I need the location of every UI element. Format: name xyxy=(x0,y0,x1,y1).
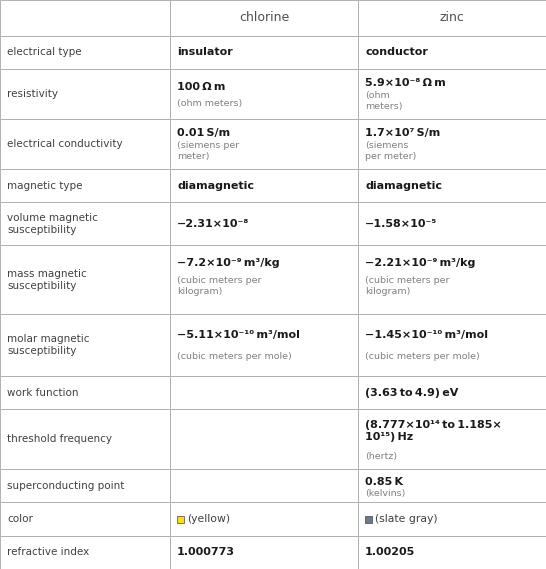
Bar xyxy=(358,376,546,410)
Text: (yellow): (yellow) xyxy=(187,514,230,524)
Text: −7.2×10⁻⁹ m³/kg: −7.2×10⁻⁹ m³/kg xyxy=(177,258,280,268)
Bar xyxy=(0,245,170,314)
Bar xyxy=(0,502,170,535)
Text: threshold frequency: threshold frequency xyxy=(7,434,112,444)
Text: (hertz): (hertz) xyxy=(365,452,397,461)
Bar xyxy=(170,119,358,169)
Text: 0.85 K: 0.85 K xyxy=(365,477,403,487)
Bar xyxy=(358,0,546,36)
Text: (kelvins): (kelvins) xyxy=(365,489,405,498)
Text: (siemens per
meter): (siemens per meter) xyxy=(177,142,239,161)
Text: zinc: zinc xyxy=(440,11,465,24)
Bar xyxy=(170,169,358,203)
Bar xyxy=(0,469,170,502)
Bar xyxy=(358,469,546,502)
Bar xyxy=(0,36,170,69)
Bar xyxy=(0,314,170,376)
Text: insulator: insulator xyxy=(177,47,233,57)
Text: resistivity: resistivity xyxy=(7,89,58,99)
Bar xyxy=(170,535,358,569)
Text: 0.01 S/m: 0.01 S/m xyxy=(177,128,230,138)
Text: volume magnetic
susceptibility: volume magnetic susceptibility xyxy=(7,213,98,234)
Bar xyxy=(0,535,170,569)
Bar xyxy=(358,119,546,169)
Bar xyxy=(358,410,546,469)
Text: electrical conductivity: electrical conductivity xyxy=(7,139,123,149)
Bar xyxy=(358,36,546,69)
Text: (slate gray): (slate gray) xyxy=(375,514,438,524)
Bar xyxy=(170,410,358,469)
Text: (cubic meters per
kilogram): (cubic meters per kilogram) xyxy=(177,276,262,295)
Bar xyxy=(170,203,358,245)
Text: 1.7×10⁷ S/m: 1.7×10⁷ S/m xyxy=(365,128,440,138)
Bar xyxy=(358,535,546,569)
Text: conductor: conductor xyxy=(365,47,428,57)
Text: 100 Ω m: 100 Ω m xyxy=(177,81,225,92)
Bar xyxy=(170,245,358,314)
Bar xyxy=(358,169,546,203)
Bar xyxy=(358,502,546,535)
Bar xyxy=(170,69,358,119)
Text: superconducting point: superconducting point xyxy=(7,481,124,490)
Text: (3.63 to 4.9) eV: (3.63 to 4.9) eV xyxy=(365,388,459,398)
Text: mass magnetic
susceptibility: mass magnetic susceptibility xyxy=(7,269,87,291)
Text: (siemens
per meter): (siemens per meter) xyxy=(365,142,417,161)
Text: (ohm
meters): (ohm meters) xyxy=(365,92,402,111)
Bar xyxy=(170,36,358,69)
Text: (ohm meters): (ohm meters) xyxy=(177,100,242,109)
Bar xyxy=(170,314,358,376)
Text: (cubic meters per mole): (cubic meters per mole) xyxy=(177,352,292,361)
Bar xyxy=(358,314,546,376)
Text: diamagnetic: diamagnetic xyxy=(177,181,254,191)
Text: −1.58×10⁻⁵: −1.58×10⁻⁵ xyxy=(365,219,437,229)
Text: −1.45×10⁻¹⁰ m³/mol: −1.45×10⁻¹⁰ m³/mol xyxy=(365,329,488,340)
Bar xyxy=(358,245,546,314)
Bar xyxy=(0,0,170,36)
Text: −2.31×10⁻⁸: −2.31×10⁻⁸ xyxy=(177,219,250,229)
Bar xyxy=(0,69,170,119)
Text: work function: work function xyxy=(7,388,79,398)
Text: magnetic type: magnetic type xyxy=(7,181,82,191)
Text: −2.21×10⁻⁹ m³/kg: −2.21×10⁻⁹ m³/kg xyxy=(365,258,476,268)
Bar xyxy=(0,119,170,169)
Bar xyxy=(177,516,184,522)
Text: 5.9×10⁻⁸ Ω m: 5.9×10⁻⁸ Ω m xyxy=(365,79,446,88)
Text: refractive index: refractive index xyxy=(7,547,89,557)
Text: −5.11×10⁻¹⁰ m³/mol: −5.11×10⁻¹⁰ m³/mol xyxy=(177,329,300,340)
Bar xyxy=(170,502,358,535)
Bar xyxy=(0,410,170,469)
Bar xyxy=(0,203,170,245)
Bar xyxy=(170,376,358,410)
Text: 1.00205: 1.00205 xyxy=(365,547,416,557)
Text: chlorine: chlorine xyxy=(239,11,289,24)
Text: (cubic meters per
kilogram): (cubic meters per kilogram) xyxy=(365,276,449,295)
Text: color: color xyxy=(7,514,33,524)
Bar xyxy=(358,203,546,245)
Bar xyxy=(170,0,358,36)
Text: (cubic meters per mole): (cubic meters per mole) xyxy=(365,352,480,361)
Bar xyxy=(170,469,358,502)
Text: molar magnetic
susceptibility: molar magnetic susceptibility xyxy=(7,335,90,356)
Text: diamagnetic: diamagnetic xyxy=(365,181,442,191)
Text: electrical type: electrical type xyxy=(7,47,81,57)
Bar xyxy=(365,516,372,522)
Bar xyxy=(358,69,546,119)
Bar xyxy=(0,169,170,203)
Text: 1.000773: 1.000773 xyxy=(177,547,235,557)
Bar xyxy=(0,376,170,410)
Text: (8.777×10¹⁴ to 1.185×
10¹⁵) Hz: (8.777×10¹⁴ to 1.185× 10¹⁵) Hz xyxy=(365,420,502,442)
